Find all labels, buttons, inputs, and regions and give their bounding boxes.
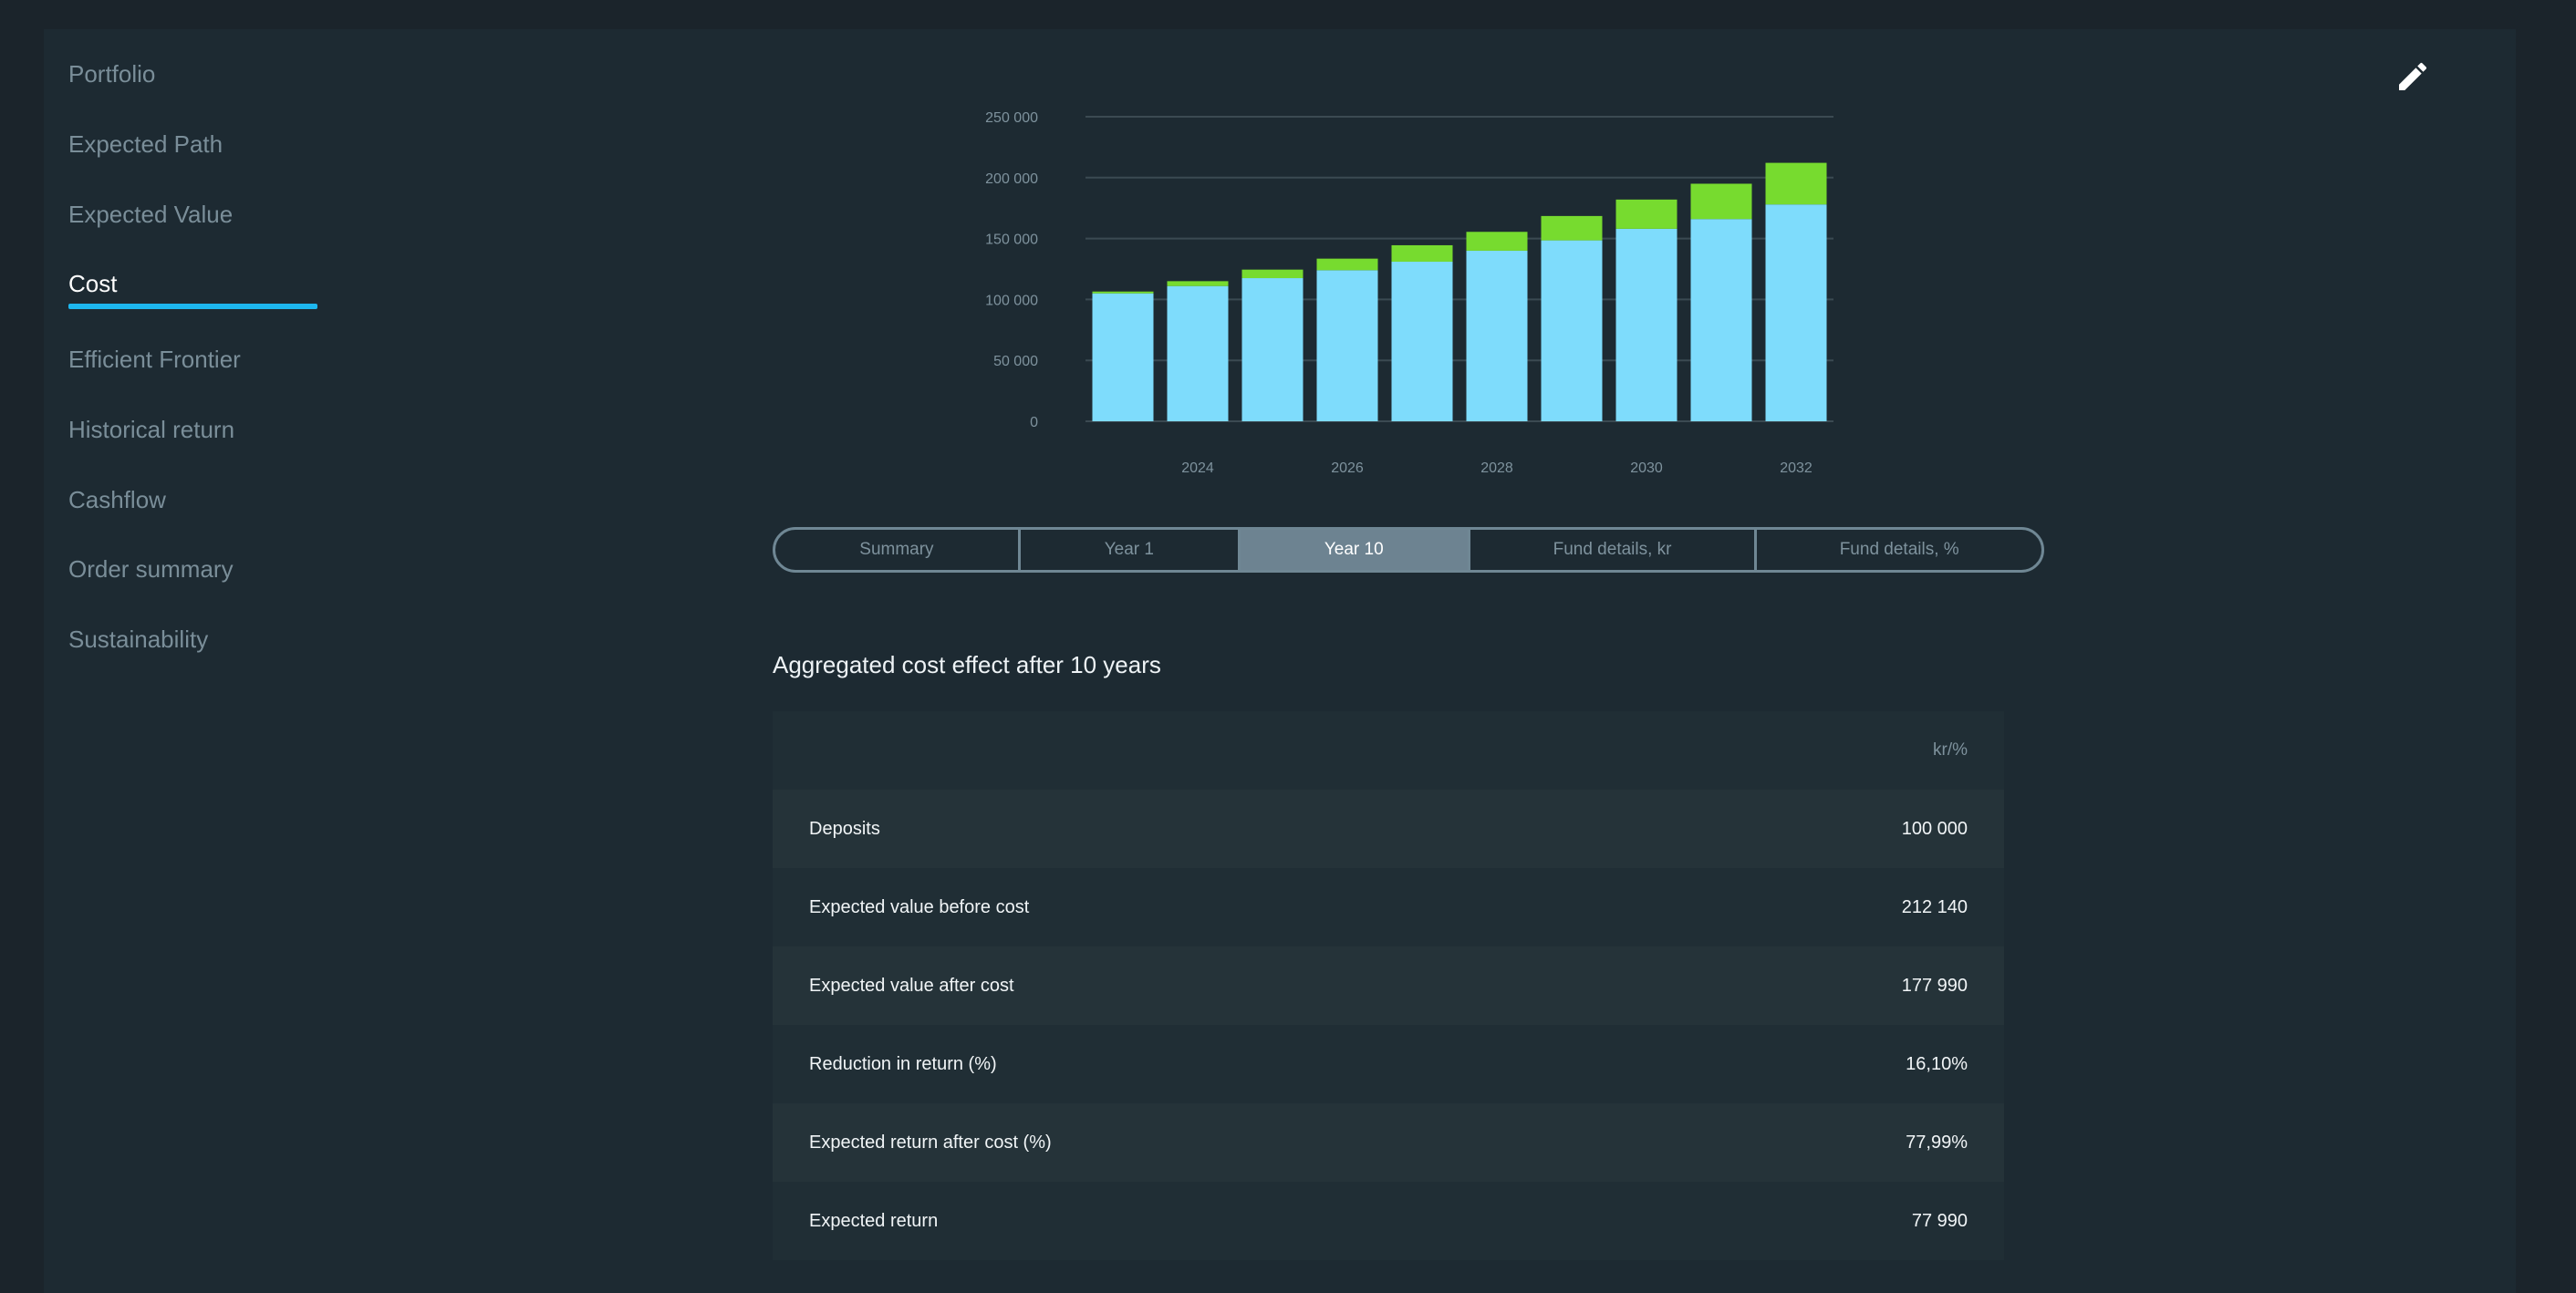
tab-year-10[interactable]: Year 10 [1240, 530, 1470, 570]
chart-bar-segment [1765, 162, 1827, 205]
row-value: 77,99% [1906, 1133, 1968, 1153]
nav-item-order-summary[interactable]: Order summary [68, 555, 234, 583]
y-tick-label: 150 000 [985, 233, 1038, 248]
chart-bar-segment [1690, 219, 1752, 421]
unit-header: kr/% [1933, 740, 1968, 760]
chart-bar-segment [1615, 228, 1678, 421]
row-value: 77 990 [1911, 1211, 1968, 1231]
chart-bar-segment [1241, 278, 1304, 421]
row-value: 177 990 [1901, 976, 1968, 996]
x-tick-label: 2030 [1630, 460, 1663, 476]
y-tick-label: 100 000 [985, 293, 1038, 308]
tab-fund-details-kr[interactable]: Fund details, kr [1470, 530, 1758, 570]
chart-bar-segment [1167, 281, 1229, 286]
pencil-icon[interactable] [2394, 58, 2431, 95]
chart-bar-segment [1466, 232, 1528, 251]
nav-item-expected-path[interactable]: Expected Path [68, 130, 223, 158]
x-tick-label: 2032 [1780, 460, 1813, 476]
row-value: 100 000 [1901, 819, 1968, 839]
nav-item-expected-value[interactable]: Expected Value [68, 201, 234, 228]
chart-bar-segment [1092, 291, 1154, 294]
y-tick-label: 50 000 [993, 354, 1038, 369]
table-row: Expected return after cost (%) 77,99% [773, 1103, 2004, 1182]
table-row: Expected return 77 990 [773, 1182, 2004, 1260]
chart-bar-segment [1541, 240, 1603, 421]
row-label: Reduction in return (%) [809, 1054, 997, 1074]
tab-year-1[interactable]: Year 1 [1021, 530, 1241, 570]
chart-bar-segment [1391, 261, 1453, 421]
nav-item-historical-return[interactable]: Historical return [68, 416, 235, 443]
row-label: Expected value before cost [809, 897, 1030, 917]
table-header: kr/% [773, 711, 2004, 790]
chart-bar-segment [1690, 183, 1752, 220]
nav-item-sustainability[interactable]: Sustainability [68, 626, 209, 653]
chart-bar-segment [1316, 258, 1378, 271]
chart-bar-segment [1615, 199, 1678, 229]
nav-item-portfolio[interactable]: Portfolio [68, 60, 156, 88]
cost-bar-chart: 0 50 000 100 000 150 000 200 000 250 000 2024 2… [985, 110, 1833, 476]
chart-bar-segment [1541, 215, 1603, 241]
table-body: Deposits 100 000 Expected value before c… [773, 790, 2004, 1260]
x-tick-label: 2024 [1181, 460, 1214, 476]
chart-bar-segment [1391, 244, 1453, 262]
table-row: Reduction in return (%) 16,10% [773, 1025, 2004, 1103]
row-value: 212 140 [1901, 897, 1968, 917]
y-tick-label: 200 000 [985, 171, 1038, 187]
y-tick-label: 0 [1030, 415, 1038, 430]
cost-view-tabs: Summary Year 1 Year 10 Fund details, kr … [773, 527, 2044, 573]
row-value: 16,10% [1906, 1054, 1968, 1074]
chart-bar-segment [1765, 204, 1827, 421]
chart-bar-segment [1316, 270, 1378, 421]
y-tick-label: 250 000 [985, 110, 1038, 126]
table-row: Deposits 100 000 [773, 790, 2004, 868]
chart-bar-segment [1092, 293, 1154, 421]
nav-item-cashflow[interactable]: Cashflow [68, 486, 166, 513]
chart-bar-segment [1466, 250, 1528, 421]
nav-item-cost[interactable]: Cost [68, 270, 118, 297]
chart-bar-segment [1241, 269, 1304, 279]
tab-fund-details-percent[interactable]: Fund details, % [1839, 540, 1959, 559]
x-tick-label: 2028 [1480, 460, 1513, 476]
chart-bar-segment [1167, 285, 1229, 421]
row-label: Expected return [809, 1211, 939, 1231]
cost-effect-table: kr/% Deposits 100 000 Expected value bef… [773, 711, 2004, 1260]
table-row: Expected value after cost 177 990 [773, 946, 2004, 1025]
row-label: Deposits [809, 819, 880, 839]
active-nav-indicator [68, 304, 317, 309]
nav-item-efficient-frontier[interactable]: Efficient Frontier [68, 346, 241, 373]
section-title: Aggregated cost effect after 10 years [773, 651, 1161, 678]
x-tick-label: 2026 [1331, 460, 1364, 476]
table-row: Expected value before cost 212 140 [773, 868, 2004, 946]
tab-summary[interactable]: Summary [775, 530, 1021, 570]
row-label: Expected return after cost (%) [809, 1133, 1052, 1153]
row-label: Expected value after cost [809, 976, 1014, 996]
